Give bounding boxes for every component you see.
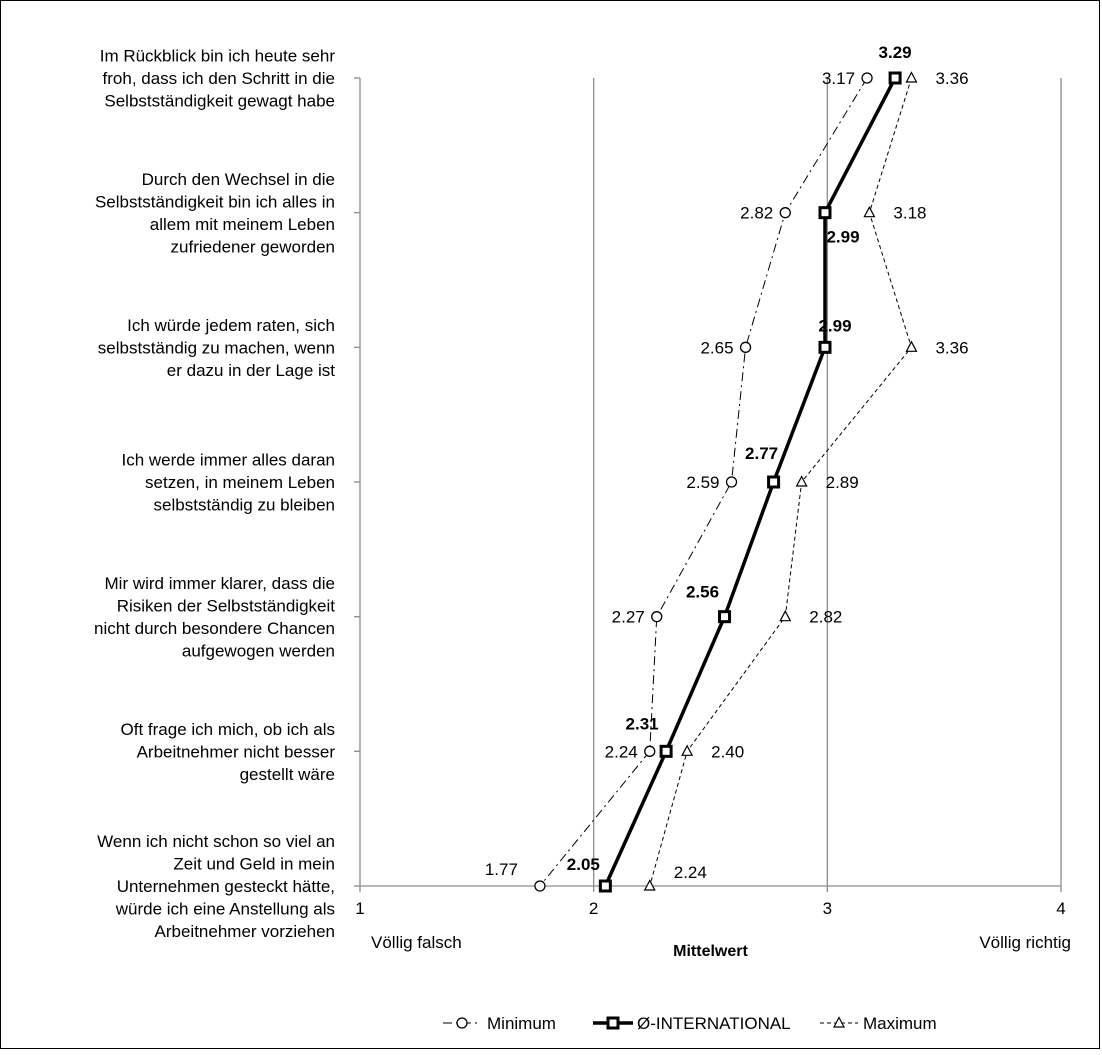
category-label-line: Arbeitnehmer vorziehen — [155, 922, 335, 941]
data-point-marker — [795, 475, 808, 487]
axes: 1 2 3 4 Völlig falsch Völlig richtig Mittelwer… — [354, 77, 1071, 960]
category-label-line: setzen, in meinem Leben — [145, 473, 335, 492]
category-label-line: nicht durch besondere Chancen — [94, 619, 335, 638]
data-label-maximum: 2.40 — [711, 742, 744, 761]
data-label-average: 2.05 — [567, 855, 600, 874]
data-label-minimum: 3.17 — [822, 69, 855, 88]
category-label-line: Ich werde immer alles daran — [121, 451, 335, 470]
category-label-line: Unternehmen gesteckt hätte, — [117, 877, 335, 896]
data-point-marker — [644, 745, 656, 757]
data-label-average: 2.56 — [686, 583, 719, 602]
category-label-line: zufriedener geworden — [171, 237, 335, 256]
category-label-line: Oft frage ich mich, ob ich als — [121, 720, 335, 739]
x-right-label: Völlig richtig — [979, 933, 1071, 952]
data-point-marker — [651, 611, 663, 623]
data-point-marker — [643, 879, 656, 891]
category-labels: Im Rückblick bin ich heute sehr froh, das… — [94, 47, 335, 942]
x-tick-label: 4 — [1056, 899, 1065, 918]
data-label-minimum: 2.59 — [686, 473, 719, 492]
data-label-average: 2.99 — [826, 228, 859, 247]
x-tick-label: 1 — [355, 899, 364, 918]
legend-marker-1 — [606, 1016, 620, 1030]
data-point-marker — [779, 207, 791, 219]
data-point-marker — [534, 880, 546, 892]
data-point-marker — [818, 340, 832, 354]
category-label-line: würde ich eine Anstellung als — [115, 900, 335, 919]
category-label-line: Risiken der Selbstständigkeit — [117, 596, 336, 615]
data-label-maximum: 3.36 — [935, 69, 968, 88]
data-point-marker — [861, 72, 873, 84]
category-label-line: Arbeitnehmer nicht besser — [137, 742, 336, 761]
category-label-line: selbstständig zu machen, wenn — [98, 338, 335, 357]
data-label-average: 2.31 — [626, 714, 659, 733]
category-label-line: Selbstständigkeit bin ich alles in — [95, 192, 335, 211]
data-label-minimum: 2.27 — [612, 608, 645, 627]
series-lines — [534, 71, 918, 893]
data-label-minimum: 2.65 — [700, 338, 733, 357]
data-point-marker — [718, 610, 732, 624]
data-point-marker — [818, 206, 832, 220]
legend-label: Ø-INTERNATIONAL — [637, 1014, 791, 1033]
category-label-line: Selbstständigkeit gewagt habe — [104, 92, 335, 111]
data-point-marker — [905, 340, 918, 352]
x-left-label: Völlig falsch — [371, 933, 462, 952]
category-label-line: gestellt wäre — [240, 765, 335, 784]
data-label-minimum: 2.82 — [740, 204, 773, 223]
data-label-minimum: 1.77 — [485, 860, 518, 879]
data-labels: 3.17 2.82 2.65 2.59 2.27 2.24 1.77 3.36 3.18 3.36… — [485, 43, 969, 882]
x-axis-title: Mittelwert — [673, 943, 748, 960]
category-label-line: froh, dass ich den Schritt in die — [103, 69, 335, 88]
data-label-maximum: 2.89 — [826, 473, 859, 492]
category-label-line: Ich würde jedem raten, sich — [127, 316, 335, 335]
data-point-marker — [598, 879, 612, 893]
category-label-line: aufgewogen werden — [182, 641, 335, 660]
legend-label: Minimum — [487, 1014, 556, 1033]
data-point-marker — [779, 609, 792, 622]
legend-label: Maximum — [863, 1014, 937, 1033]
data-label-minimum: 2.24 — [605, 742, 638, 761]
data-label-maximum: 2.82 — [809, 608, 842, 627]
x-tick-label: 2 — [589, 899, 598, 918]
data-label-average: 3.29 — [879, 43, 912, 62]
category-label-line: allem mit meinem Leben — [150, 215, 335, 234]
data-label-maximum: 3.18 — [893, 204, 926, 223]
data-point-marker — [725, 476, 738, 488]
data-label-maximum: 2.24 — [674, 863, 707, 882]
category-label-line: Im Rückblick bin ich heute sehr — [100, 47, 336, 66]
category-label-line: Zeit und Geld in mein — [173, 855, 335, 874]
data-label-average: 2.99 — [818, 316, 851, 335]
data-point-marker — [659, 744, 673, 758]
data-label-average: 2.77 — [745, 444, 778, 463]
data-point-marker — [888, 71, 902, 85]
data-point-marker — [739, 341, 752, 353]
legend-marker-2 — [833, 1016, 845, 1028]
data-point-marker — [767, 475, 781, 489]
category-label-line: Durch den Wechsel in die — [142, 170, 335, 189]
data-label-maximum: 3.36 — [935, 338, 968, 357]
category-label-line: Mir wird immer klarer, dass die — [105, 574, 336, 593]
category-label-line: selbstständig zu bleiben — [154, 496, 335, 515]
legend: Minimum Ø-INTERNATIONAL Maximum — [443, 1014, 937, 1033]
category-label-line: Wenn ich nicht schon so viel an — [97, 832, 335, 851]
x-tick-label: 3 — [823, 899, 832, 918]
data-point-marker — [681, 744, 694, 756]
legend-marker-0 — [456, 1017, 468, 1029]
category-label-line: er dazu in der Lage ist — [167, 361, 335, 380]
data-point-marker — [905, 71, 918, 83]
data-point-marker — [863, 205, 876, 218]
